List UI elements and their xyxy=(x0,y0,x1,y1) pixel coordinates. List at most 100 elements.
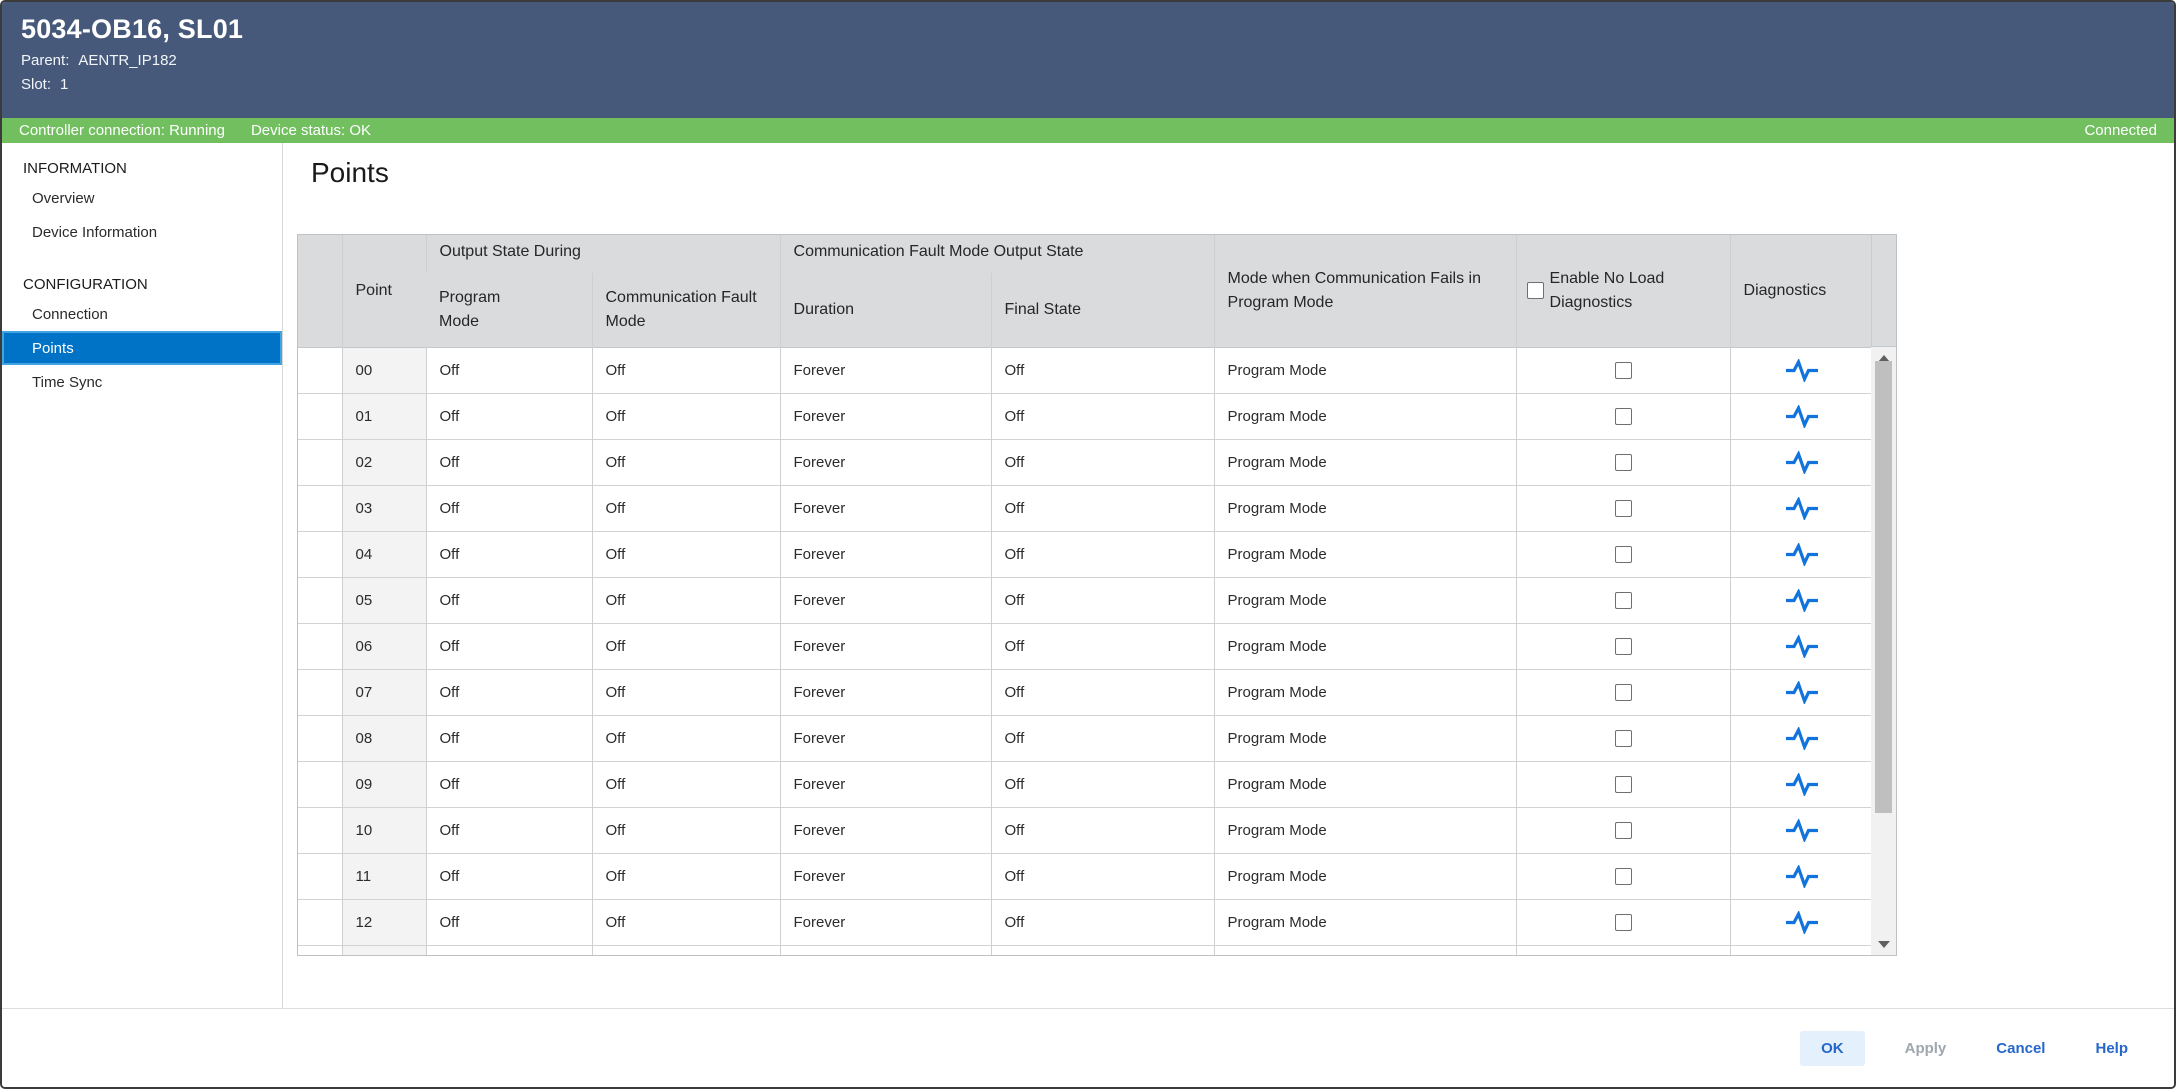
row-selector-cell[interactable] xyxy=(298,945,342,955)
program-mode-cell[interactable]: Off xyxy=(425,715,592,762)
row-selector-cell[interactable] xyxy=(298,761,342,808)
row-selector-cell[interactable] xyxy=(298,807,342,854)
final-state-cell[interactable]: Off xyxy=(990,807,1215,854)
enable-no-load-checkbox[interactable] xyxy=(1614,499,1632,517)
duration-cell[interactable]: Forever xyxy=(779,715,992,762)
program-mode-cell[interactable]: Off xyxy=(425,669,592,716)
mode-when-comm-fails-cell[interactable]: Program Mode xyxy=(1213,577,1517,624)
pulse-icon[interactable] xyxy=(1784,725,1820,751)
enable-no-load-header-checkbox[interactable] xyxy=(1526,282,1544,300)
final-state-cell[interactable] xyxy=(990,945,1215,955)
mode-when-comm-fails-cell[interactable]: Program Mode xyxy=(1213,715,1517,762)
communication-fault-mode-cell[interactable]: Off xyxy=(591,853,781,900)
row-selector-cell[interactable] xyxy=(298,623,342,670)
duration-cell[interactable]: Forever xyxy=(779,531,992,578)
duration-cell[interactable]: Forever xyxy=(779,807,992,854)
pulse-icon[interactable] xyxy=(1784,817,1820,843)
enable-no-load-checkbox[interactable] xyxy=(1614,729,1632,747)
final-state-cell[interactable]: Off xyxy=(990,531,1215,578)
final-state-cell[interactable]: Off xyxy=(990,439,1215,486)
program-mode-cell[interactable]: Off xyxy=(425,761,592,808)
enable-no-load-checkbox[interactable] xyxy=(1614,453,1632,471)
final-state-cell[interactable]: Off xyxy=(990,393,1215,440)
mode-when-comm-fails-cell[interactable] xyxy=(1213,945,1517,955)
final-state-cell[interactable]: Off xyxy=(990,485,1215,532)
enable-no-load-checkbox[interactable] xyxy=(1614,545,1632,563)
communication-fault-mode-cell[interactable]: Off xyxy=(591,577,781,624)
duration-cell[interactable]: Forever xyxy=(779,577,992,624)
enable-no-load-checkbox[interactable] xyxy=(1614,683,1632,701)
enable-no-load-checkbox[interactable] xyxy=(1614,407,1632,425)
ok-button[interactable]: OK xyxy=(1800,1030,1865,1066)
row-selector-cell[interactable] xyxy=(298,531,342,578)
duration-cell[interactable]: Forever xyxy=(779,623,992,670)
enable-no-load-checkbox[interactable] xyxy=(1614,913,1632,931)
program-mode-cell[interactable]: Off xyxy=(425,347,592,394)
row-selector-cell[interactable] xyxy=(298,899,342,946)
communication-fault-mode-cell[interactable]: Off xyxy=(591,761,781,808)
row-selector-cell[interactable] xyxy=(298,577,342,624)
pulse-icon[interactable] xyxy=(1784,403,1820,429)
communication-fault-mode-cell[interactable]: Off xyxy=(591,669,781,716)
duration-cell[interactable]: Forever xyxy=(779,853,992,900)
mode-when-comm-fails-cell[interactable]: Program Mode xyxy=(1213,393,1517,440)
duration-cell[interactable]: Forever xyxy=(779,669,992,716)
program-mode-cell[interactable]: Off xyxy=(425,439,592,486)
sidebar-item-time-sync[interactable]: Time Sync xyxy=(32,373,103,391)
pulse-icon[interactable] xyxy=(1784,495,1820,521)
communication-fault-mode-cell[interactable]: Off xyxy=(591,899,781,946)
communication-fault-mode-cell[interactable]: Off xyxy=(591,393,781,440)
mode-when-comm-fails-cell[interactable]: Program Mode xyxy=(1213,669,1517,716)
row-selector-cell[interactable] xyxy=(298,715,342,762)
mode-when-comm-fails-cell[interactable]: Program Mode xyxy=(1213,807,1517,854)
pulse-icon[interactable] xyxy=(1784,587,1820,613)
sidebar-item-overview[interactable]: Overview xyxy=(32,189,95,207)
program-mode-cell[interactable]: Off xyxy=(425,623,592,670)
mode-when-comm-fails-cell[interactable]: Program Mode xyxy=(1213,485,1517,532)
enable-no-load-checkbox[interactable] xyxy=(1614,775,1632,793)
pulse-icon[interactable] xyxy=(1784,357,1820,383)
row-selector-cell[interactable] xyxy=(298,669,342,716)
duration-cell[interactable]: Forever xyxy=(779,899,992,946)
final-state-cell[interactable]: Off xyxy=(990,577,1215,624)
program-mode-cell[interactable] xyxy=(425,945,592,955)
communication-fault-mode-cell[interactable]: Off xyxy=(591,439,781,486)
help-button[interactable]: Help xyxy=(2085,1031,2138,1066)
duration-cell[interactable]: Forever xyxy=(779,347,992,394)
communication-fault-mode-cell[interactable]: Off xyxy=(591,347,781,394)
sidebar-item-connection[interactable]: Connection xyxy=(32,305,108,323)
final-state-cell[interactable]: Off xyxy=(990,715,1215,762)
row-selector-cell[interactable] xyxy=(298,347,342,394)
program-mode-cell[interactable]: Off xyxy=(425,577,592,624)
communication-fault-mode-cell[interactable]: Off xyxy=(591,623,781,670)
mode-when-comm-fails-cell[interactable]: Program Mode xyxy=(1213,761,1517,808)
program-mode-cell[interactable]: Off xyxy=(425,807,592,854)
enable-no-load-checkbox[interactable] xyxy=(1614,821,1632,839)
mode-when-comm-fails-cell[interactable]: Program Mode xyxy=(1213,623,1517,670)
program-mode-cell[interactable]: Off xyxy=(425,393,592,440)
mode-when-comm-fails-cell[interactable]: Program Mode xyxy=(1213,347,1517,394)
final-state-cell[interactable]: Off xyxy=(990,623,1215,670)
row-selector-cell[interactable] xyxy=(298,485,342,532)
enable-no-load-checkbox[interactable] xyxy=(1614,867,1632,885)
row-selector-cell[interactable] xyxy=(298,393,342,440)
pulse-icon[interactable] xyxy=(1784,449,1820,475)
scrollbar-track[interactable] xyxy=(1871,347,1896,955)
sidebar-item-device-information[interactable]: Device Information xyxy=(32,223,158,241)
scrollbar-thumb[interactable] xyxy=(1875,361,1892,813)
final-state-cell[interactable]: Off xyxy=(990,853,1215,900)
duration-cell[interactable] xyxy=(779,945,992,955)
scrollbar-up-icon[interactable] xyxy=(1871,347,1896,369)
final-state-cell[interactable]: Off xyxy=(990,899,1215,946)
mode-when-comm-fails-cell[interactable]: Program Mode xyxy=(1213,439,1517,486)
final-state-cell[interactable]: Off xyxy=(990,669,1215,716)
row-selector-cell[interactable] xyxy=(298,439,342,486)
enable-no-load-checkbox[interactable] xyxy=(1614,637,1632,655)
program-mode-cell[interactable]: Off xyxy=(425,485,592,532)
mode-when-comm-fails-cell[interactable]: Program Mode xyxy=(1213,853,1517,900)
duration-cell[interactable]: Forever xyxy=(779,393,992,440)
communication-fault-mode-cell[interactable] xyxy=(591,945,781,955)
duration-cell[interactable]: Forever xyxy=(779,439,992,486)
duration-cell[interactable]: Forever xyxy=(779,761,992,808)
program-mode-cell[interactable]: Off xyxy=(425,899,592,946)
